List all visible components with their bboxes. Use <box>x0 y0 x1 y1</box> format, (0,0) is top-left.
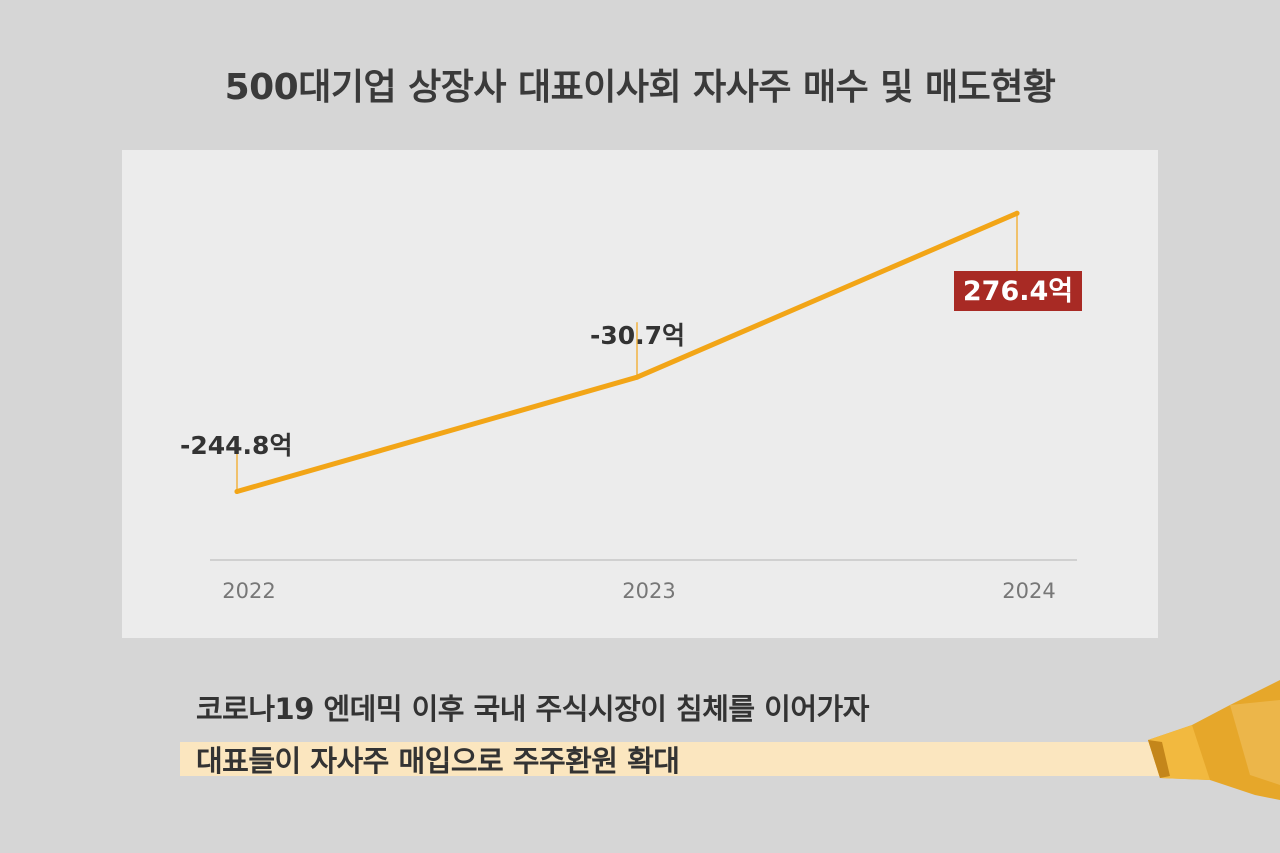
caption-line-1: 코로나19 엔데믹 이후 국내 주식시장이 침체를 이어가자 <box>196 692 869 726</box>
caption-highlight <box>180 742 1170 776</box>
caption-line-2: 대표들이 자사주 매입으로 주주환원 확대 <box>196 744 680 778</box>
data-label: 276.4억 <box>963 276 1073 307</box>
data-point <box>234 489 240 495</box>
chart-panel: 2022 2023 2024 -244.8억 -30.7억 276.4억 <box>122 150 1158 638</box>
highlighter-marker-icon <box>1148 680 1280 800</box>
x-tick-label: 2023 <box>622 579 675 603</box>
data-point <box>1014 210 1020 216</box>
series-line <box>234 210 1020 495</box>
x-tick-label: 2022 <box>222 579 275 603</box>
chart-title: 500대기업 상장사 대표이사회 자사주 매수 및 매도현황 <box>224 67 1056 108</box>
data-point <box>634 374 640 380</box>
data-label: -244.8억 <box>180 431 292 460</box>
line-chart: 2022 2023 2024 -244.8억 -30.7억 276.4억 <box>180 210 1082 603</box>
data-label-highlight-box <box>954 271 1082 311</box>
data-label: -30.7억 <box>590 321 685 350</box>
x-tick-label: 2024 <box>1002 579 1055 603</box>
